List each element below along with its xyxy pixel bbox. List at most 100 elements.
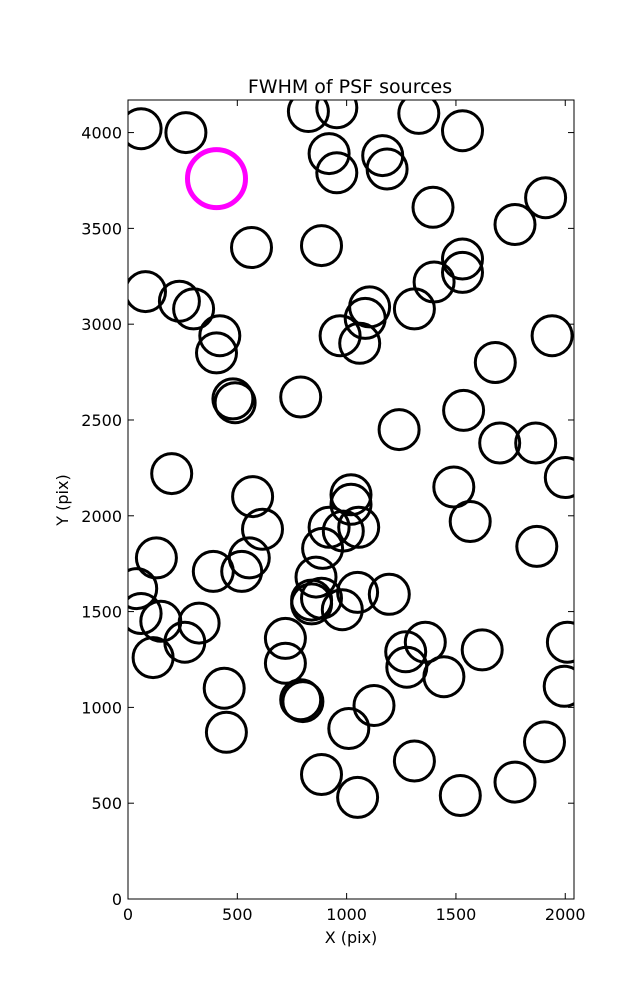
psf-source-marker — [230, 226, 273, 269]
psf-source-marker — [392, 739, 436, 783]
x-tick-label: 2000 — [545, 905, 586, 924]
psf-source-marker — [543, 456, 574, 499]
psf-source-marker — [422, 655, 466, 699]
psf-source-marker — [336, 775, 380, 819]
psf-source-marker — [220, 549, 264, 593]
psf-source-marker — [307, 132, 351, 176]
y-tick-label: 0 — [112, 890, 122, 909]
x-axis: 0 500 1000 1500 2000 — [123, 100, 586, 924]
psf-source-marker — [279, 678, 323, 722]
psf-source-marker — [329, 482, 373, 526]
psf-source-marker — [131, 636, 175, 680]
y-tick-label: 3500 — [81, 219, 122, 238]
marker-layer — [128, 100, 574, 819]
psf-source-marker — [294, 555, 338, 599]
psf-source-marker — [336, 570, 380, 614]
psf-source-marker — [432, 465, 476, 509]
psf-source-marker — [352, 684, 396, 727]
psf-source-marker — [286, 100, 330, 133]
psf-source-marker — [460, 628, 504, 672]
y-tick-label: 3000 — [81, 315, 122, 334]
psf-source-marker — [442, 388, 486, 432]
psf-source-marker — [320, 588, 364, 632]
psf-source-marker — [128, 567, 159, 611]
psf-source-marker — [128, 270, 167, 314]
psf-source-marker — [337, 505, 381, 549]
psf-source-marker — [327, 707, 371, 750]
x-tick-label: 1000 — [326, 905, 367, 924]
y-tick-label: 4000 — [81, 124, 122, 143]
psf-source-marker — [377, 408, 421, 452]
psf-source-marker — [164, 111, 208, 155]
psf-source-marker — [241, 507, 284, 551]
y-axis: 0 500 1000 1500 2000 2500 3000 3500 4000 — [81, 124, 574, 909]
psf-source-marker — [530, 314, 574, 358]
psf-source-marker — [213, 381, 257, 425]
psf-source-marker — [300, 224, 343, 268]
x-axis-label: X (pix) — [325, 928, 378, 947]
psf-source-marker — [365, 147, 409, 191]
psf-source-marker — [211, 377, 255, 421]
psf-source-marker — [367, 572, 411, 616]
psf-source-marker — [478, 421, 522, 465]
psf-source-marker — [195, 331, 238, 375]
psf-source-marker — [329, 473, 373, 517]
psf-source-marker — [441, 237, 484, 281]
psf-source-marker — [172, 287, 216, 331]
psf-source-marker — [198, 314, 242, 358]
psf-source-marker — [315, 100, 359, 130]
psf-source-marker — [441, 250, 484, 294]
psf-source-marker — [524, 176, 568, 220]
psf-source-marker — [128, 107, 163, 151]
psf-source-marker — [315, 151, 359, 195]
psf-source-marker — [318, 314, 362, 358]
psf-source-marker — [411, 185, 455, 229]
psf-source-marker — [438, 774, 482, 817]
psf-source-marker — [134, 536, 178, 580]
x-tick-label: 1500 — [436, 905, 477, 924]
psf-source-marker — [473, 341, 517, 384]
psf-source-marker — [397, 100, 441, 135]
x-tick-label: 500 — [222, 905, 253, 924]
psf-source-marker — [150, 452, 194, 496]
chart-title: FWHM of PSF sources — [248, 76, 452, 98]
y-tick-label: 2000 — [81, 507, 122, 526]
psf-source-marker — [441, 109, 484, 153]
psf-source-marker — [384, 630, 428, 674]
psf-source-marker — [392, 287, 436, 331]
psf-source-marker — [191, 549, 235, 593]
psf-source-marker — [231, 475, 275, 519]
psf-source-marker — [263, 641, 307, 685]
y-tick-label: 1000 — [81, 698, 122, 717]
psf-source-marker — [338, 321, 382, 365]
psf-source-marker — [290, 582, 334, 626]
psf-source-marker — [514, 421, 558, 465]
psf-source-marker — [263, 616, 307, 660]
psf-source-marker — [448, 500, 492, 543]
psf-source-marker — [204, 710, 248, 754]
psf-source-marker — [279, 375, 323, 419]
y-tick-label: 500 — [91, 794, 122, 813]
y-axis-label: Y (pix) — [53, 474, 72, 526]
highlight-source-marker — [185, 147, 248, 211]
psf-source-marker — [542, 664, 574, 708]
psf-source-marker — [300, 576, 343, 620]
y-tick-label: 2500 — [81, 411, 122, 430]
plot-frame — [127, 99, 575, 900]
psf-source-marker — [343, 296, 387, 340]
psf-source-marker — [301, 526, 345, 570]
psf-source-marker — [523, 720, 566, 764]
psf-source-marker — [515, 524, 559, 568]
psf-source-marker — [545, 620, 574, 664]
psf-source-marker — [202, 666, 246, 710]
psf-source-marker — [493, 203, 537, 246]
psf-source-marker — [307, 505, 351, 549]
psf-source-marker — [128, 592, 163, 635]
psf-source-marker — [493, 760, 537, 804]
x-tick-label: 0 — [123, 905, 133, 924]
y-tick-label: 1500 — [81, 603, 122, 622]
psf-source-marker — [300, 753, 343, 796]
psf-source-marker — [281, 680, 325, 724]
